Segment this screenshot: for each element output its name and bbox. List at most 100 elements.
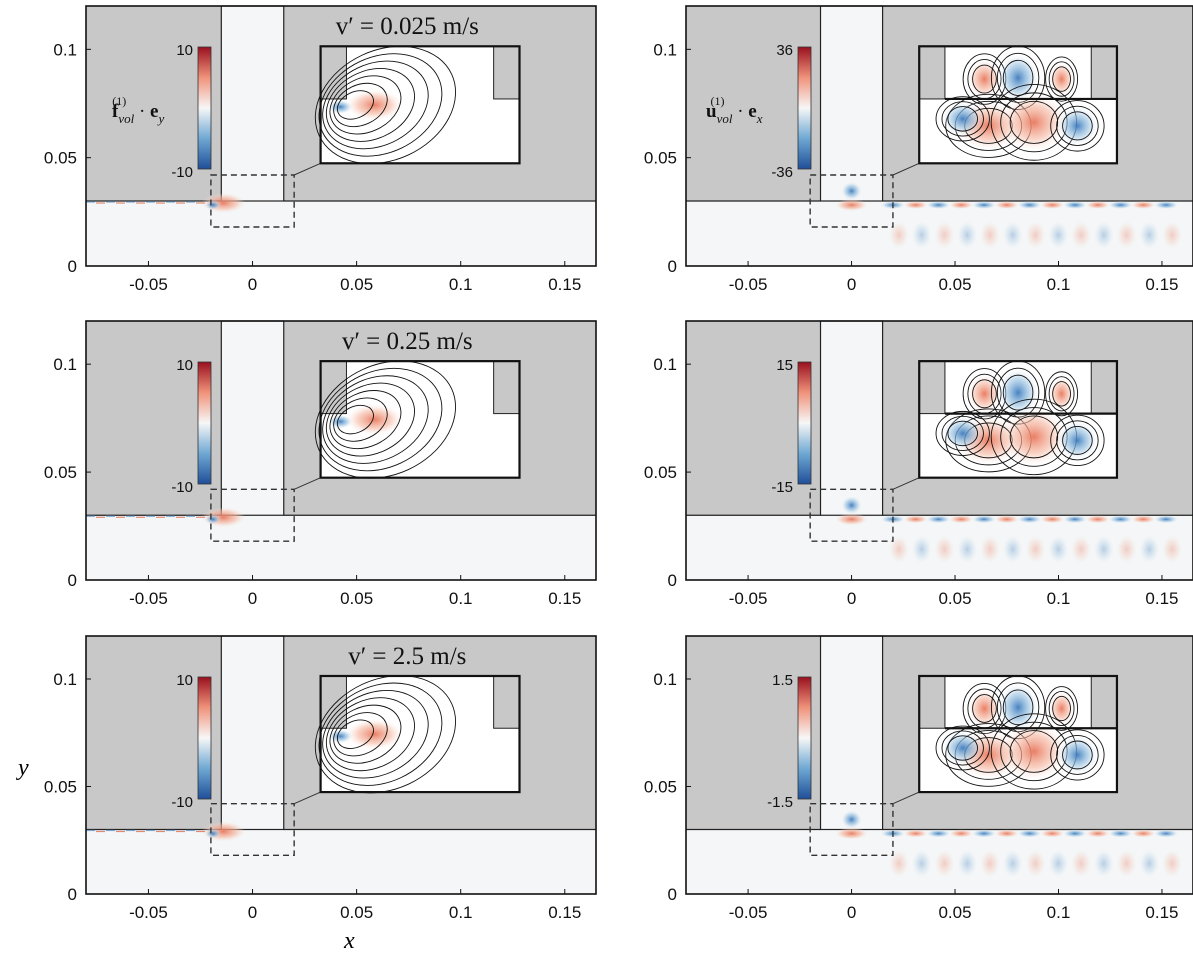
inset-blob xyxy=(1002,723,1066,780)
axes-frame xyxy=(685,320,1193,581)
contour-line xyxy=(1062,425,1093,455)
contour-line xyxy=(1009,100,1059,144)
field-blob xyxy=(1139,849,1160,878)
x-tick-label: 0.05 xyxy=(938,275,971,294)
field-left-2 xyxy=(86,507,246,528)
inset-zoom xyxy=(918,360,1119,479)
colorbar xyxy=(797,46,812,170)
contour-line xyxy=(947,735,979,761)
x-tick-label: 0.05 xyxy=(340,903,373,922)
inset-wall-right xyxy=(1090,360,1118,415)
field-blob xyxy=(1116,221,1137,249)
y-tick-label: 0 xyxy=(68,257,77,276)
zoom-region-box xyxy=(809,488,894,542)
field-blob xyxy=(1048,535,1069,564)
field-blob xyxy=(1108,829,1133,838)
contour-line xyxy=(314,675,457,794)
x-tick-label: 0.15 xyxy=(548,589,581,608)
colorbar-min-label: -15 xyxy=(771,479,793,496)
inset-frame xyxy=(918,45,1119,165)
y-tick-label: 0.1 xyxy=(53,670,77,689)
y-tick-label: 0 xyxy=(668,885,677,904)
zoom-region-box xyxy=(210,488,295,542)
inset-blob xyxy=(346,89,403,121)
x-tick-label: 0.15 xyxy=(548,903,581,922)
field-blob xyxy=(994,201,1019,209)
field-blob xyxy=(1093,221,1114,249)
field-blob xyxy=(1139,221,1160,249)
y-tick-label: 0.1 xyxy=(653,40,677,59)
contour-line xyxy=(947,106,979,132)
field-blob xyxy=(971,829,996,838)
x-tick-label: 0.05 xyxy=(938,589,971,608)
inset-blob xyxy=(1057,107,1098,145)
resonator-neck xyxy=(220,320,285,516)
y-tick-label: 0.1 xyxy=(53,40,77,59)
x-tick-label: 0.1 xyxy=(449,275,473,294)
colorbar xyxy=(797,676,812,800)
y-tick-label: 0.05 xyxy=(44,149,77,168)
field-blob xyxy=(979,535,1000,564)
inset-blob xyxy=(328,99,353,114)
contour-line xyxy=(935,96,990,142)
x-tick-label: 0.1 xyxy=(449,589,473,608)
field-blob xyxy=(934,849,955,878)
contour-line xyxy=(941,730,984,766)
y-tick-label: 0.05 xyxy=(644,149,677,168)
inset-wall-right xyxy=(1090,45,1118,100)
x-tick-label: 0.1 xyxy=(449,903,473,922)
x-tick-label: 0.05 xyxy=(340,275,373,294)
field-blob xyxy=(204,200,221,210)
inset-wall-right xyxy=(1090,675,1118,729)
contour-line xyxy=(972,694,997,723)
contour-line xyxy=(333,82,388,128)
colorbar-min-label: -10 xyxy=(171,164,193,181)
colorbar xyxy=(197,676,212,800)
chart-panel-right-1: -0.05 0 0.05 0.1 0.15 0 0.05 0.1 36 -36 uvol(1) · … xyxy=(644,5,1193,294)
inset-zoom xyxy=(314,45,521,165)
field-blob xyxy=(1017,515,1042,524)
contour-line xyxy=(1056,734,1099,775)
contour-line xyxy=(325,697,415,772)
x-tick-label: 0.05 xyxy=(938,903,971,922)
field-blob xyxy=(835,513,868,526)
field-right-3 xyxy=(835,810,1183,878)
field-blob xyxy=(1025,849,1046,878)
colorbar-max-label: 10 xyxy=(176,672,193,689)
x-tick-label: 0.15 xyxy=(1145,275,1178,294)
x-tick-label: 0 xyxy=(847,275,856,294)
x-tick-label: 0 xyxy=(847,903,856,922)
field-blob xyxy=(841,810,862,829)
field-blob xyxy=(1017,201,1042,209)
resonator-neck xyxy=(819,5,884,202)
inset-blob xyxy=(328,729,353,744)
zoom-connector xyxy=(892,477,920,490)
field-blob xyxy=(1162,535,1183,564)
zoom-connector xyxy=(892,791,920,805)
inset-blob xyxy=(942,417,983,450)
inset-frame xyxy=(918,360,1119,479)
x-tick-label: 0.1 xyxy=(1047,589,1071,608)
inset-blob xyxy=(942,102,983,136)
contour-line xyxy=(322,375,429,464)
y-axis-label: y xyxy=(16,755,29,781)
field-blob xyxy=(971,201,996,209)
axes-frame xyxy=(685,635,1193,895)
chart-panel-left-3: -0.05 0 0.05 0.1 0.15 0 0.05 0.1 10 -10 v′ = 2.5 m… xyxy=(44,635,597,922)
zoom-connector xyxy=(293,791,321,805)
contour-line xyxy=(325,382,415,457)
contour-line xyxy=(972,64,997,94)
contour-line xyxy=(314,45,457,165)
field-blob xyxy=(1131,515,1156,524)
field-blob xyxy=(1139,535,1160,564)
field-blob xyxy=(979,221,1000,249)
contour-line xyxy=(1048,690,1075,727)
inset-wall-left xyxy=(918,360,946,415)
field-blob xyxy=(835,827,868,840)
zoom-connector xyxy=(293,477,321,490)
colorbar xyxy=(797,361,812,485)
resonator-neck xyxy=(819,320,884,516)
field-blob xyxy=(934,535,955,564)
y-tick-label: 0.05 xyxy=(644,778,677,797)
colorbar-min-label: -10 xyxy=(171,479,193,496)
